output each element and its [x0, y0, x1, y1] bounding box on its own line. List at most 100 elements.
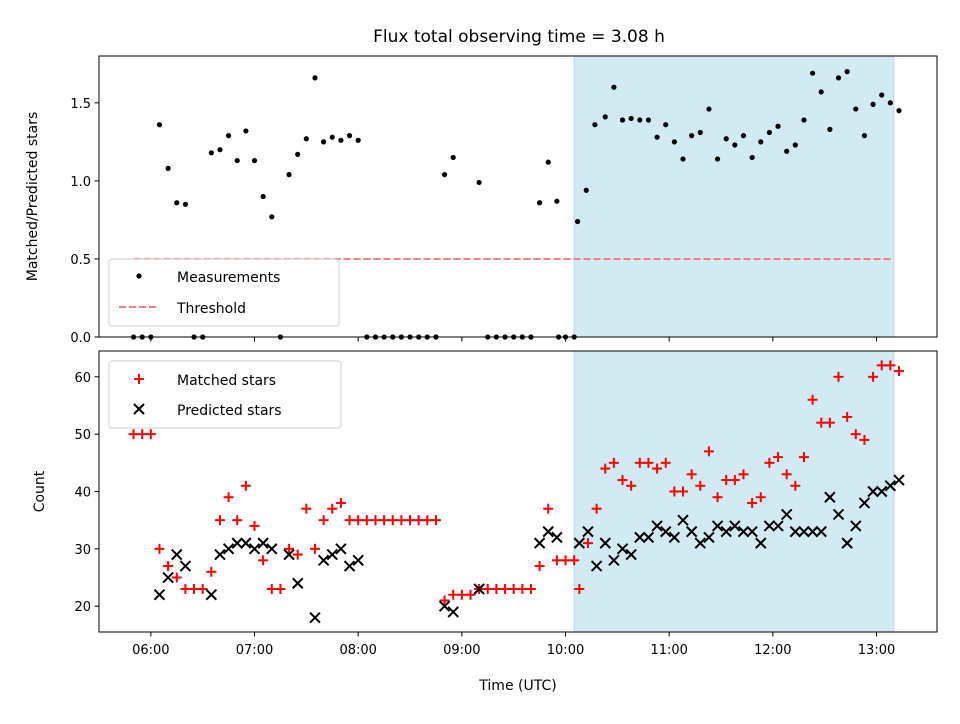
predicted-star-point: [703, 531, 715, 544]
predicted-star-point-b: [867, 485, 879, 498]
measurement-point: [706, 106, 712, 112]
measurement-point: [861, 133, 868, 139]
predicted-star-point: [685, 525, 698, 538]
matched-star-point: [335, 497, 346, 508]
measurement-point: [303, 136, 309, 142]
measurement-point: [732, 142, 738, 148]
measurement-point: [740, 133, 747, 139]
matched-star-point: [508, 583, 519, 594]
top-legend-items: Measurements Threshold: [119, 270, 280, 317]
predicted-star-point-b: [832, 508, 845, 521]
predicted-star-point-b: [660, 525, 672, 538]
measurement-point: [536, 200, 543, 206]
measurement-point: [680, 156, 686, 162]
matched-star-point: [275, 583, 286, 594]
predicted-star-point-b: [703, 531, 715, 544]
measurement-point: [870, 101, 876, 107]
measurement-point: [784, 148, 790, 154]
measurement-point: [619, 117, 626, 123]
matched-star-point: [456, 589, 467, 600]
x-tick-label: 08:00: [339, 643, 376, 658]
matched-star-point: [842, 411, 853, 422]
matched-star-point: [824, 417, 835, 428]
bottom-legend-box: [108, 360, 342, 429]
measurement-point: [689, 133, 695, 139]
top-highlight-span: [573, 55, 895, 338]
matched-star-point: [197, 583, 208, 594]
x-tick-label: 06:00: [132, 643, 169, 658]
matched-star-point: [643, 457, 654, 468]
matched-star-point: [430, 515, 441, 526]
matched-star-point: [361, 515, 372, 526]
predicted-star-point: [858, 497, 871, 509]
measurement-point: [312, 75, 318, 81]
measurement-point: [801, 117, 807, 123]
predicted-star-point: [677, 514, 689, 526]
measurement-point: [775, 123, 781, 129]
predicted-star-point-b: [729, 520, 741, 532]
matched-star-point: [591, 503, 602, 514]
predicted-star-point-b: [214, 548, 226, 561]
x-axis-label: Time (UTC): [478, 678, 556, 694]
measurement-point: [554, 198, 560, 204]
matched-star-point: [301, 503, 312, 514]
predicted-star-point-b: [533, 537, 546, 549]
chart-title: Flux total observing time = 3.08 h: [373, 27, 665, 47]
predicted-star-point-b: [815, 525, 827, 538]
measurement-point: [338, 137, 344, 143]
matched-star-point: [145, 429, 156, 440]
matched-star-point: [773, 452, 784, 463]
matched-star-point: [128, 429, 139, 440]
predicted-star-point: [291, 577, 304, 589]
x-tick-label: 09:00: [443, 643, 480, 658]
matched-star-point: [214, 515, 225, 526]
predicted-star-point: [798, 525, 810, 538]
predicted-star-point: [893, 474, 905, 486]
predicted-star-point: [266, 543, 278, 555]
measurement-point: [260, 193, 266, 200]
predicted-star-point: [179, 560, 192, 572]
predicted-star-point-b: [642, 531, 655, 544]
matched-star-point: [439, 595, 450, 606]
matched-star-point: [405, 515, 416, 526]
predicted-star-point-b: [179, 560, 192, 572]
bottom-y-tick-label: 50: [74, 428, 91, 443]
matched-star-point: [232, 515, 243, 526]
predicted-star-point: [720, 525, 732, 538]
measurement-point: [592, 122, 598, 128]
matched-star-point: [543, 503, 554, 514]
predicted-star-point-b: [876, 485, 888, 498]
predicted-star-point-b: [153, 589, 166, 601]
matched-star-point: [240, 480, 251, 491]
x-tick-label: 10:00: [547, 643, 584, 658]
predicted-star-point: [850, 520, 862, 532]
matched-star-point: [266, 583, 277, 594]
predicted-star-point-b: [309, 611, 321, 624]
top-y-tick-label: 0.0: [70, 331, 91, 346]
predicted-star-point-b: [685, 525, 698, 538]
predicted-star-point: [447, 606, 459, 618]
predicted-star-point-b: [551, 531, 563, 544]
bottom-legend-items: Matched stars Predicted stars: [133, 373, 282, 419]
predicted-star-point: [551, 531, 563, 544]
matched-star-point: [600, 463, 611, 474]
matched-star-point: [695, 480, 706, 491]
bottom-y-axis-label: Count: [32, 470, 48, 512]
matched-star-point: [309, 543, 320, 554]
matched-star-point: [491, 583, 502, 594]
measurement-point: [243, 128, 249, 134]
matched-star-point: [292, 549, 303, 560]
matched-star-point: [379, 515, 390, 526]
predicted-star-point: [317, 554, 330, 567]
predicted-star-point: [625, 548, 637, 561]
matched-star-point: [790, 480, 801, 491]
measurement-point: [628, 115, 634, 122]
matched-star-point: [729, 475, 740, 486]
predicted-star-point: [326, 548, 338, 561]
measurement-point: [637, 117, 643, 123]
matched-star-point: [258, 555, 269, 566]
measurement-point: [853, 106, 859, 112]
predicted-star-point-b: [858, 497, 871, 509]
matched-star-point: [370, 515, 381, 526]
